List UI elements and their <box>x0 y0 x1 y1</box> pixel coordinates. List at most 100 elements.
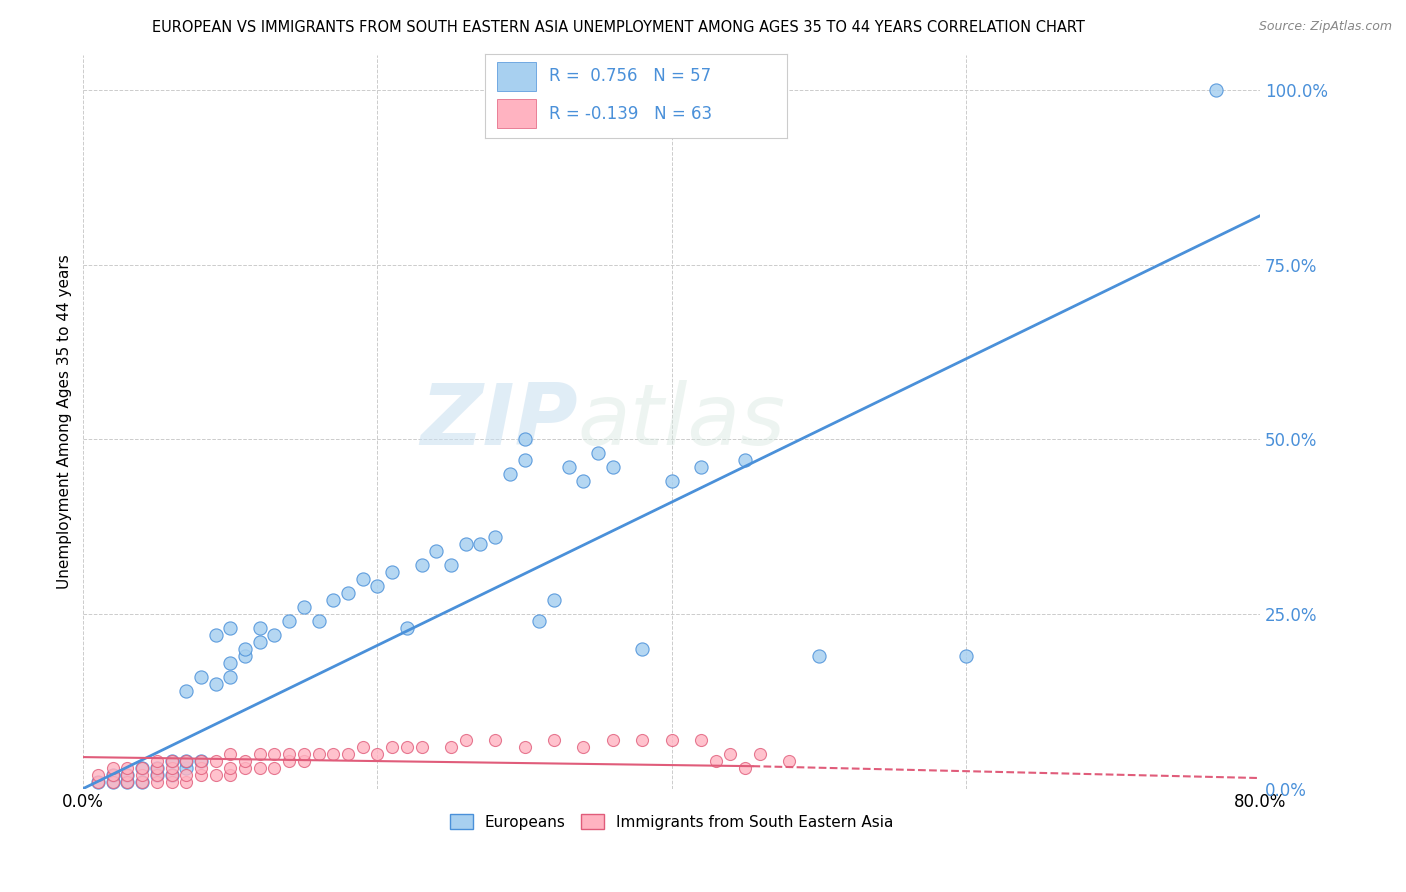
Text: Source: ZipAtlas.com: Source: ZipAtlas.com <box>1258 20 1392 33</box>
Point <box>337 747 360 761</box>
Point <box>292 747 315 761</box>
Point <box>955 648 977 663</box>
Point <box>160 761 183 775</box>
Point <box>219 670 242 684</box>
Point <box>190 767 212 781</box>
Point <box>204 677 226 691</box>
Point <box>308 747 330 761</box>
Point <box>381 739 404 754</box>
Point <box>131 761 153 775</box>
Text: R =  0.756   N = 57: R = 0.756 N = 57 <box>548 68 710 86</box>
Point <box>543 593 565 607</box>
Point <box>233 761 256 775</box>
Point <box>233 648 256 663</box>
Point <box>190 754 212 768</box>
Point <box>101 774 124 789</box>
Point <box>366 579 388 593</box>
Point <box>146 767 169 781</box>
Point <box>249 747 271 761</box>
Point <box>411 558 433 572</box>
Point <box>249 635 271 649</box>
Point <box>690 732 713 747</box>
Point <box>263 747 285 761</box>
Point <box>190 761 212 775</box>
Point <box>586 446 609 460</box>
Text: atlas: atlas <box>578 380 786 463</box>
Point <box>160 754 183 768</box>
Point <box>219 761 242 775</box>
Point <box>160 754 183 768</box>
Point <box>470 537 492 551</box>
Point <box>219 621 242 635</box>
Point <box>101 767 124 781</box>
Point <box>352 739 374 754</box>
Point <box>543 732 565 747</box>
Point <box>101 767 124 781</box>
Point <box>557 460 579 475</box>
Point <box>263 761 285 775</box>
Point <box>322 593 344 607</box>
Point <box>690 460 713 475</box>
Point <box>249 761 271 775</box>
Point <box>87 774 110 789</box>
Point <box>190 754 212 768</box>
Point <box>337 586 360 600</box>
Point <box>322 747 344 761</box>
Point <box>160 774 183 789</box>
Point <box>249 621 271 635</box>
Point <box>174 754 197 768</box>
Point <box>778 754 800 768</box>
Point <box>529 614 551 628</box>
Point <box>174 683 197 698</box>
Point <box>425 544 447 558</box>
Point <box>131 774 153 789</box>
Point <box>366 747 388 761</box>
Point <box>174 767 197 781</box>
Point <box>704 754 727 768</box>
Point <box>219 747 242 761</box>
Point <box>572 739 595 754</box>
Point <box>101 761 124 775</box>
Point <box>146 761 169 775</box>
Point <box>602 732 624 747</box>
Point <box>87 774 110 789</box>
Legend: Europeans, Immigrants from South Eastern Asia: Europeans, Immigrants from South Eastern… <box>443 807 900 836</box>
Y-axis label: Unemployment Among Ages 35 to 44 years: Unemployment Among Ages 35 to 44 years <box>58 254 72 590</box>
Point <box>233 641 256 656</box>
Text: ZIP: ZIP <box>420 380 578 463</box>
Point <box>146 761 169 775</box>
Point <box>484 732 506 747</box>
Point <box>440 739 463 754</box>
Point <box>263 628 285 642</box>
Point <box>204 628 226 642</box>
Point <box>131 767 153 781</box>
Point <box>513 432 536 446</box>
Point <box>631 732 654 747</box>
Point <box>174 754 197 768</box>
Point <box>395 621 418 635</box>
Bar <box>498 99 537 128</box>
Point <box>117 774 139 789</box>
Point <box>233 754 256 768</box>
Point <box>631 641 654 656</box>
Point <box>131 761 153 775</box>
Point <box>395 739 418 754</box>
Point <box>146 754 169 768</box>
Point <box>278 614 301 628</box>
Point <box>572 474 595 488</box>
Point <box>101 774 124 789</box>
Point <box>219 656 242 670</box>
Point <box>602 460 624 475</box>
Point <box>117 761 139 775</box>
Point <box>174 774 197 789</box>
Point <box>513 739 536 754</box>
Point <box>454 732 477 747</box>
Point <box>278 747 301 761</box>
Point <box>411 739 433 754</box>
Point <box>204 754 226 768</box>
Point <box>117 767 139 781</box>
Point <box>160 767 183 781</box>
Point <box>440 558 463 572</box>
Point <box>146 774 169 789</box>
Point <box>117 767 139 781</box>
